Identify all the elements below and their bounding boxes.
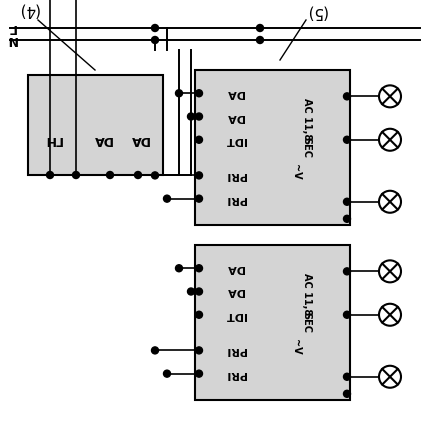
Text: (4): (4): [17, 3, 39, 18]
Text: DA: DA: [226, 263, 244, 273]
Circle shape: [196, 370, 202, 377]
Text: ГН: ГН: [43, 133, 61, 147]
Circle shape: [343, 215, 351, 222]
Text: PRI: PRI: [225, 170, 246, 181]
Circle shape: [196, 265, 202, 272]
Text: SEC: SEC: [302, 137, 311, 158]
Circle shape: [256, 37, 264, 43]
Text: IDT: IDT: [225, 310, 246, 320]
Text: AC 11,8: AC 11,8: [302, 98, 311, 141]
Circle shape: [196, 195, 202, 202]
Circle shape: [187, 288, 195, 295]
Text: PRI: PRI: [225, 345, 246, 356]
Text: ~V: ~V: [291, 340, 301, 355]
Circle shape: [196, 347, 202, 354]
Circle shape: [164, 370, 170, 377]
Text: DA: DA: [226, 286, 244, 297]
Text: DA: DA: [92, 133, 112, 147]
Circle shape: [256, 25, 264, 31]
Text: DA: DA: [226, 88, 244, 98]
Circle shape: [176, 265, 182, 272]
Circle shape: [46, 172, 54, 178]
Circle shape: [152, 172, 158, 179]
Text: PRI: PRI: [225, 369, 246, 379]
Text: Г: Г: [8, 22, 16, 34]
Circle shape: [152, 25, 158, 31]
Circle shape: [196, 311, 202, 318]
Circle shape: [343, 268, 351, 275]
Circle shape: [164, 195, 170, 202]
Circle shape: [152, 347, 158, 354]
Circle shape: [135, 172, 141, 178]
Text: N: N: [7, 34, 17, 46]
Circle shape: [106, 172, 113, 178]
Text: ~V: ~V: [291, 165, 301, 180]
Text: IDT: IDT: [225, 135, 246, 145]
Text: AC 11,8: AC 11,8: [302, 273, 311, 316]
Circle shape: [343, 93, 351, 100]
Circle shape: [176, 90, 182, 97]
Text: PRI: PRI: [225, 194, 246, 204]
Circle shape: [196, 90, 202, 97]
Bar: [28, 75, 163, 175]
Circle shape: [196, 113, 202, 120]
Circle shape: [343, 311, 351, 318]
Text: (5): (5): [305, 4, 327, 19]
Circle shape: [343, 198, 351, 205]
Circle shape: [72, 172, 80, 178]
Circle shape: [196, 172, 202, 179]
Circle shape: [343, 373, 351, 380]
Bar: [195, 245, 350, 400]
Circle shape: [343, 390, 351, 397]
Circle shape: [196, 136, 202, 143]
Text: SEC: SEC: [302, 312, 311, 333]
Circle shape: [343, 136, 351, 143]
Circle shape: [187, 113, 195, 120]
Circle shape: [196, 288, 202, 295]
Text: DA: DA: [226, 111, 244, 122]
Text: DA: DA: [129, 133, 149, 147]
Bar: [195, 70, 350, 225]
Circle shape: [152, 37, 158, 43]
